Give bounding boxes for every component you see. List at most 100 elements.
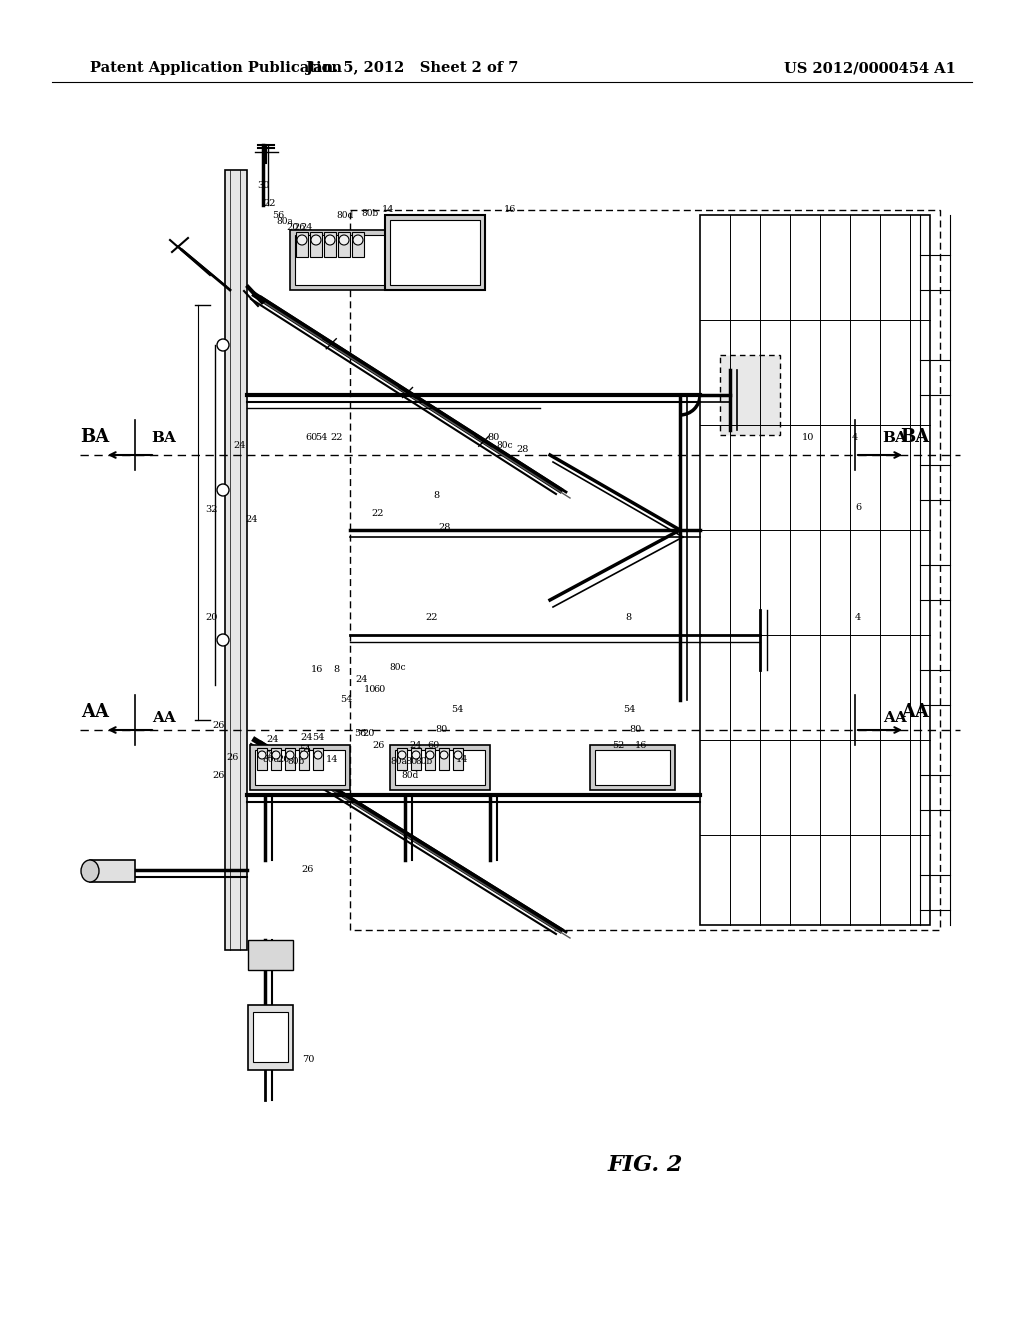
Text: 80d: 80d bbox=[336, 210, 353, 219]
Text: 4: 4 bbox=[852, 433, 858, 442]
Text: 20: 20 bbox=[287, 223, 299, 232]
Bar bbox=[595, 750, 670, 785]
Text: 80b: 80b bbox=[416, 758, 432, 767]
Bar bbox=[338, 232, 350, 257]
Text: 60: 60 bbox=[373, 685, 385, 694]
Text: 22: 22 bbox=[426, 614, 438, 623]
Text: 28: 28 bbox=[439, 524, 452, 532]
Circle shape bbox=[314, 751, 322, 759]
Text: 24: 24 bbox=[246, 516, 258, 524]
Text: 54: 54 bbox=[312, 734, 325, 742]
Bar bbox=[590, 744, 675, 789]
Circle shape bbox=[272, 751, 280, 759]
Text: 8: 8 bbox=[625, 614, 631, 623]
Text: 80: 80 bbox=[435, 726, 447, 734]
Text: 54: 54 bbox=[314, 433, 328, 441]
Text: 24: 24 bbox=[355, 676, 369, 685]
Circle shape bbox=[339, 235, 349, 246]
Bar bbox=[705, 430, 925, 630]
Text: 80d: 80d bbox=[262, 755, 280, 764]
Text: AA: AA bbox=[81, 704, 109, 721]
Bar bbox=[385, 215, 485, 290]
Bar bbox=[313, 748, 323, 770]
Text: Jan. 5, 2012   Sheet 2 of 7: Jan. 5, 2012 Sheet 2 of 7 bbox=[306, 61, 518, 75]
Bar bbox=[705, 220, 925, 420]
Bar bbox=[411, 748, 421, 770]
Bar bbox=[395, 750, 485, 785]
Text: 80a: 80a bbox=[276, 218, 294, 227]
Text: 8: 8 bbox=[433, 491, 439, 499]
Text: 14: 14 bbox=[326, 755, 338, 764]
Bar bbox=[350, 210, 940, 931]
Text: 24: 24 bbox=[233, 441, 246, 450]
Text: 20: 20 bbox=[362, 729, 375, 738]
Text: 24: 24 bbox=[301, 734, 313, 742]
Circle shape bbox=[440, 751, 449, 759]
Ellipse shape bbox=[81, 861, 99, 882]
Text: 26: 26 bbox=[373, 741, 385, 750]
Text: 80a: 80a bbox=[390, 758, 408, 767]
Circle shape bbox=[217, 339, 229, 351]
Text: 80b: 80b bbox=[288, 758, 304, 767]
Bar bbox=[310, 232, 322, 257]
Text: 4: 4 bbox=[855, 614, 861, 623]
Bar bbox=[324, 232, 336, 257]
Text: FIG. 2: FIG. 2 bbox=[607, 1154, 683, 1176]
Text: AA: AA bbox=[153, 711, 176, 725]
Bar bbox=[250, 744, 350, 789]
Text: 16: 16 bbox=[504, 206, 516, 214]
Text: 20: 20 bbox=[278, 755, 290, 764]
Text: 22: 22 bbox=[372, 508, 384, 517]
Text: 70: 70 bbox=[302, 1056, 314, 1064]
Circle shape bbox=[217, 484, 229, 496]
Text: BA: BA bbox=[152, 432, 176, 445]
Text: 80: 80 bbox=[404, 758, 417, 767]
Bar bbox=[390, 744, 490, 789]
Bar bbox=[248, 1005, 293, 1071]
Text: 54: 54 bbox=[299, 746, 311, 755]
Bar bbox=[295, 235, 406, 285]
Text: 26: 26 bbox=[294, 223, 306, 232]
Text: BA: BA bbox=[883, 432, 907, 445]
Circle shape bbox=[398, 751, 406, 759]
Text: 24: 24 bbox=[410, 741, 422, 750]
Text: 26: 26 bbox=[302, 866, 314, 874]
Bar bbox=[705, 640, 925, 840]
Circle shape bbox=[286, 751, 294, 759]
Bar bbox=[253, 1012, 288, 1063]
Bar bbox=[439, 748, 449, 770]
Text: Patent Application Publication: Patent Application Publication bbox=[90, 61, 342, 75]
Text: 32: 32 bbox=[206, 506, 218, 515]
Text: 30: 30 bbox=[257, 181, 269, 190]
Text: 80c: 80c bbox=[390, 664, 407, 672]
Bar bbox=[425, 748, 435, 770]
Circle shape bbox=[258, 751, 266, 759]
Text: 26: 26 bbox=[213, 771, 225, 780]
Text: 20: 20 bbox=[206, 614, 218, 623]
Text: 22: 22 bbox=[264, 198, 276, 207]
Circle shape bbox=[353, 235, 362, 246]
Bar bbox=[296, 232, 308, 257]
Bar bbox=[248, 940, 293, 970]
Text: 14: 14 bbox=[456, 755, 468, 764]
Circle shape bbox=[217, 634, 229, 645]
Text: 56: 56 bbox=[272, 210, 284, 219]
Bar bbox=[390, 220, 480, 285]
Text: 54: 54 bbox=[451, 705, 463, 714]
Bar bbox=[397, 748, 407, 770]
Text: 80c: 80c bbox=[497, 441, 513, 450]
Bar bbox=[271, 748, 281, 770]
Text: 16: 16 bbox=[635, 741, 647, 750]
Bar bbox=[285, 748, 295, 770]
Bar bbox=[257, 748, 267, 770]
Text: 10: 10 bbox=[802, 433, 814, 442]
Circle shape bbox=[297, 235, 307, 246]
Bar bbox=[90, 861, 135, 882]
Bar bbox=[352, 232, 364, 257]
Bar bbox=[299, 748, 309, 770]
Bar bbox=[720, 355, 780, 436]
Text: 60: 60 bbox=[306, 433, 318, 441]
Text: 60: 60 bbox=[428, 741, 440, 750]
Text: 52: 52 bbox=[611, 741, 625, 750]
Text: 14: 14 bbox=[382, 206, 394, 214]
